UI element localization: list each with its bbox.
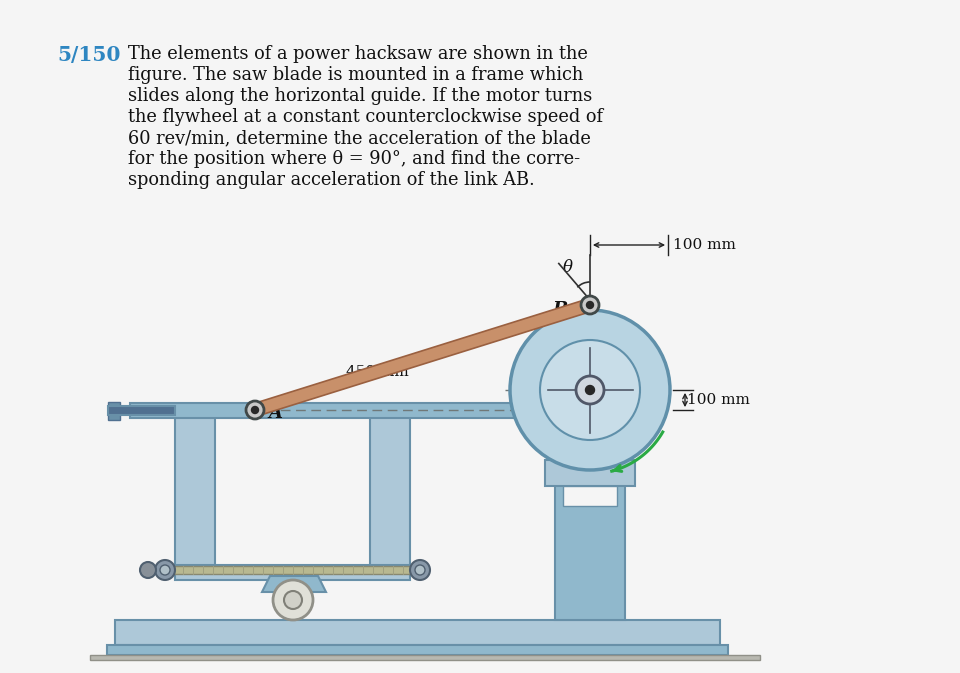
Text: figure. The saw blade is mounted in a frame which: figure. The saw blade is mounted in a fr…: [128, 66, 584, 84]
Circle shape: [510, 310, 670, 470]
Polygon shape: [370, 408, 410, 575]
Text: θ: θ: [563, 258, 573, 275]
Text: 100 mm: 100 mm: [673, 238, 736, 252]
Polygon shape: [262, 576, 326, 592]
Polygon shape: [175, 565, 410, 580]
Polygon shape: [107, 645, 728, 655]
Circle shape: [410, 560, 430, 580]
Circle shape: [576, 376, 604, 404]
Polygon shape: [165, 566, 420, 574]
Polygon shape: [115, 620, 720, 645]
Circle shape: [246, 401, 264, 419]
Circle shape: [587, 302, 593, 308]
Circle shape: [586, 386, 594, 394]
Circle shape: [415, 565, 425, 575]
Text: for the position where θ = 90°, and find the corre-: for the position where θ = 90°, and find…: [128, 150, 580, 168]
Text: sponding angular acceleration of the link AB.: sponding angular acceleration of the lin…: [128, 171, 535, 189]
Circle shape: [581, 296, 599, 314]
Polygon shape: [175, 408, 215, 575]
Polygon shape: [563, 486, 617, 506]
Circle shape: [155, 560, 175, 580]
Polygon shape: [130, 403, 558, 418]
Polygon shape: [108, 402, 120, 420]
Text: B: B: [553, 301, 568, 319]
Circle shape: [284, 591, 302, 609]
Text: A: A: [268, 404, 282, 422]
FancyArrow shape: [253, 299, 592, 416]
Text: 5/150: 5/150: [57, 45, 121, 65]
Circle shape: [140, 562, 156, 578]
Text: the flywheel at a constant counterclockwise speed of: the flywheel at a constant counterclockw…: [128, 108, 603, 126]
Polygon shape: [108, 406, 175, 415]
Circle shape: [273, 580, 313, 620]
Text: The elements of a power hacksaw are shown in the: The elements of a power hacksaw are show…: [128, 45, 588, 63]
Polygon shape: [90, 655, 760, 660]
Polygon shape: [555, 468, 625, 620]
Polygon shape: [545, 460, 635, 486]
Text: 450 mm: 450 mm: [347, 365, 409, 380]
Text: 100 mm: 100 mm: [687, 393, 750, 407]
Text: slides along the horizontal guide. If the motor turns: slides along the horizontal guide. If th…: [128, 87, 592, 105]
Text: O: O: [595, 393, 611, 411]
Circle shape: [252, 406, 258, 413]
Circle shape: [160, 565, 170, 575]
Circle shape: [540, 340, 640, 440]
Text: 60 rev/min, determine the acceleration of the blade: 60 rev/min, determine the acceleration o…: [128, 129, 590, 147]
